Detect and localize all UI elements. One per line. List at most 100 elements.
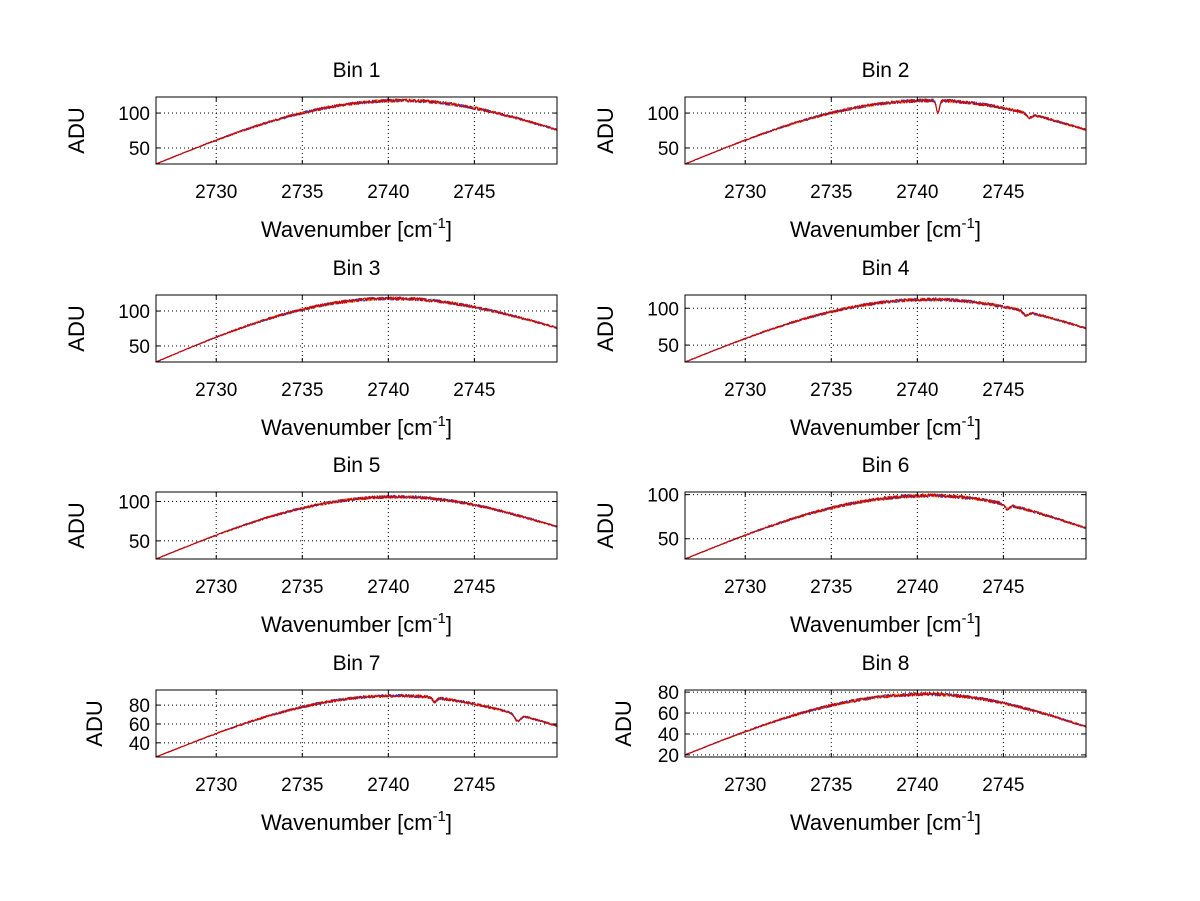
x-axis-label: Wavenumber [cm-1]: [261, 808, 452, 835]
x-axis-label: Wavenumber [cm-1]: [261, 413, 452, 440]
x-tick-label: 2745: [453, 380, 495, 401]
chart-title: Bin 6: [862, 454, 910, 477]
x-tick-label: 2745: [453, 775, 495, 796]
y-tick-label: 80: [129, 696, 150, 717]
y-tick-label: 60: [129, 715, 150, 736]
x-tick-label: 2735: [810, 577, 852, 598]
x-axis-label: Wavenumber [cm-1]: [790, 413, 981, 440]
y-axis-label: ADU: [82, 700, 107, 746]
series-line: [684, 98, 1087, 165]
x-tick-label: 2730: [195, 577, 237, 598]
series-line: [155, 693, 558, 758]
series-line: [685, 98, 1087, 165]
chart-title: Bin 8: [862, 652, 910, 675]
y-tick-label: 100: [647, 104, 679, 125]
series-line: [684, 692, 1087, 756]
chart-title: Bin 5: [333, 454, 381, 477]
x-axis-label: Wavenumber [cm-1]: [261, 215, 452, 242]
x-tick-label: 2745: [453, 182, 495, 203]
series-line: [684, 297, 1087, 363]
x-tick-label: 2735: [810, 775, 852, 796]
y-tick-label: 100: [118, 492, 150, 513]
x-tick-label: 2745: [982, 182, 1024, 203]
x-axis-label: Wavenumber [cm-1]: [261, 610, 452, 637]
y-axis-label: ADU: [64, 107, 89, 153]
series-line: [155, 296, 558, 363]
series-line: [155, 98, 558, 165]
subplot-bin-1: 2730 2735 2740 2745 50 100 Bin 1 Wavenumber [cm…: [64, 59, 558, 242]
series-line: [155, 693, 558, 758]
series-line: [684, 493, 1087, 560]
series-line: [155, 296, 558, 363]
y-tick-label: 60: [658, 704, 679, 725]
chart-title: Bin 4: [862, 257, 910, 280]
subplot-bin-2: 2730 2735 2740 2745 50 100 Bin 2 Wavenumber [cm…: [593, 59, 1087, 242]
chart-title: Bin 2: [862, 59, 910, 82]
y-tick-label: 50: [129, 532, 150, 553]
y-tick-label: 50: [658, 530, 679, 551]
x-tick-label: 2735: [810, 380, 852, 401]
x-tick-label: 2745: [982, 380, 1024, 401]
y-tick-label: 50: [658, 336, 679, 357]
x-tick-label: 2735: [281, 775, 323, 796]
y-axis-label: ADU: [611, 700, 636, 746]
series-line: [155, 98, 558, 165]
x-tick-label: 2730: [724, 577, 766, 598]
x-tick-label: 2740: [896, 577, 938, 598]
y-tick-label: 80: [658, 683, 679, 704]
axes-box: [155, 96, 558, 165]
subplot-bin-4: 2730 2735 2740 2745 50 100 Bin 4 Wavenumber [cm…: [593, 257, 1087, 440]
chart-title: Bin 3: [333, 257, 381, 280]
x-tick-label: 2740: [896, 380, 938, 401]
y-axis-label: ADU: [593, 502, 618, 548]
subplot-bin-5: 2730 2735 2740 2745 50 100 Bin 5 Wavenumber [cm…: [64, 454, 558, 637]
x-axis-label: Wavenumber [cm-1]: [790, 610, 981, 637]
axes-box: [155, 294, 558, 363]
axes-box: [155, 491, 558, 560]
y-tick-label: 40: [658, 725, 679, 746]
x-axis-label: Wavenumber [cm-1]: [790, 215, 981, 242]
x-tick-label: 2730: [724, 182, 766, 203]
y-tick-label: 100: [647, 299, 679, 320]
x-tick-label: 2745: [982, 775, 1024, 796]
y-tick-label: 20: [658, 746, 679, 767]
x-tick-label: 2730: [724, 380, 766, 401]
x-tick-label: 2730: [195, 182, 237, 203]
y-tick-label: 100: [118, 302, 150, 323]
axes-box: [684, 689, 1087, 758]
chart-title: Bin 1: [333, 59, 381, 82]
series-line: [156, 296, 558, 363]
x-tick-label: 2745: [453, 577, 495, 598]
x-tick-label: 2740: [896, 182, 938, 203]
series-line: [684, 692, 1087, 756]
axes-box: [684, 96, 1087, 165]
series-line: [155, 494, 558, 560]
series-line: [155, 693, 558, 758]
y-tick-label: 100: [118, 104, 150, 125]
y-tick-label: 50: [658, 139, 679, 160]
x-tick-label: 2730: [724, 775, 766, 796]
x-tick-label: 2740: [367, 577, 409, 598]
series-line: [684, 493, 1087, 560]
x-tick-label: 2735: [281, 182, 323, 203]
y-tick-label: 100: [647, 486, 679, 507]
x-tick-label: 2735: [810, 182, 852, 203]
y-axis-label: ADU: [64, 305, 89, 351]
axes-box: [684, 491, 1087, 560]
y-axis-label: ADU: [593, 305, 618, 351]
x-tick-label: 2735: [281, 380, 323, 401]
axes-box: [684, 294, 1087, 363]
y-tick-label: 50: [129, 139, 150, 160]
x-tick-label: 2735: [281, 577, 323, 598]
series-line: [684, 98, 1087, 165]
x-tick-label: 2740: [896, 775, 938, 796]
x-tick-label: 2740: [367, 182, 409, 203]
x-axis-label: Wavenumber [cm-1]: [790, 808, 981, 835]
subplot-bin-3: 2730 2735 2740 2745 50 100 Bin 3 Wavenumber [cm…: [64, 257, 558, 440]
x-tick-label: 2740: [367, 775, 409, 796]
series-line: [684, 692, 1087, 756]
subplot-bin-6: 2730 2735 2740 2745 50 100 Bin 6 Wavenumber [cm…: [593, 454, 1087, 637]
y-tick-label: 50: [129, 337, 150, 358]
y-tick-label: 40: [129, 734, 150, 755]
